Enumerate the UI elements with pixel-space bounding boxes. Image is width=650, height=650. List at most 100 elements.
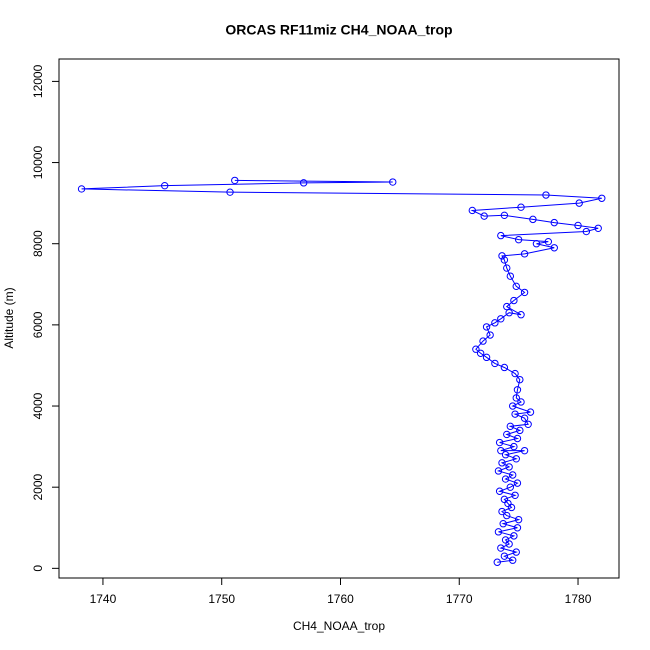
data-point (505, 463, 513, 471)
data-point (510, 532, 518, 540)
data-point (509, 402, 517, 410)
data-point (511, 410, 519, 418)
y-tick-label: 12000 (31, 64, 45, 98)
x-tick-label: 1760 (327, 592, 354, 606)
data-point (498, 507, 506, 516)
data-point (491, 319, 499, 327)
data-point (510, 442, 518, 451)
data-point (532, 240, 541, 248)
data-point (506, 422, 515, 431)
data-point (494, 467, 503, 475)
data-point (499, 520, 507, 528)
data-point (514, 235, 523, 244)
data-point (509, 471, 517, 479)
data-point (505, 308, 513, 317)
y-axis-label: Altitude (m) (2, 287, 16, 348)
data-point (500, 552, 509, 560)
data-point (226, 188, 234, 196)
data-point (498, 459, 506, 467)
y-tick-label: 8000 (31, 230, 45, 257)
data-point (513, 386, 522, 394)
data-point (482, 353, 491, 362)
data-point (582, 227, 591, 236)
data-point (517, 398, 525, 406)
x-tick-label: 1770 (446, 592, 473, 606)
data-point (497, 544, 505, 552)
data-point (542, 191, 550, 199)
data-point (517, 203, 525, 211)
data-point (500, 363, 509, 372)
chart-title: ORCAS RF11miz CH4_NOAA_trop (225, 22, 452, 38)
x-tick-label: 1750 (208, 592, 235, 606)
data-point (513, 434, 522, 443)
data-point (503, 430, 511, 439)
data-point (513, 524, 522, 532)
data-point (500, 495, 509, 504)
data-point (479, 337, 487, 345)
data-point (503, 302, 511, 311)
data-point (517, 311, 525, 319)
data-point (500, 256, 509, 264)
data-point (472, 345, 480, 353)
data-line (81, 179, 602, 563)
data-point (550, 244, 558, 252)
data-point (512, 455, 520, 463)
data-point (501, 475, 510, 483)
data-point (511, 491, 519, 500)
data-point (501, 451, 510, 459)
data-point (575, 199, 583, 207)
data-point (520, 288, 529, 297)
data-point (493, 558, 501, 566)
data-point (503, 511, 511, 520)
data-point (598, 194, 606, 202)
plot-frame (58, 58, 620, 579)
y-tick-label: 10000 (31, 146, 45, 180)
data-point (520, 446, 529, 455)
data-point (482, 323, 491, 331)
x-tick-label: 1740 (90, 592, 117, 606)
data-point (544, 237, 553, 246)
y-tick-label: 2000 (31, 474, 45, 501)
x-tick-label: 1780 (565, 592, 592, 606)
data-point (520, 250, 529, 258)
data-point (501, 536, 510, 544)
data-point (468, 206, 477, 215)
data-point (480, 212, 488, 220)
data-point (161, 181, 169, 190)
data-point (491, 359, 499, 368)
data-point (574, 221, 582, 230)
data-point (513, 479, 522, 487)
data-point (511, 369, 519, 378)
data-point (495, 438, 504, 447)
data-point (498, 252, 506, 260)
data-point (524, 420, 532, 428)
data-point (497, 446, 505, 455)
data-point (529, 215, 537, 224)
data-point (526, 408, 535, 416)
y-tick-label: 6000 (31, 311, 45, 338)
data-point (594, 224, 602, 232)
y-tick-label: 4000 (31, 392, 45, 419)
data-point (495, 487, 504, 495)
data-point (520, 414, 529, 422)
data-point (494, 528, 503, 536)
data-point (77, 185, 86, 193)
data-point (516, 426, 524, 435)
data-point (506, 272, 515, 280)
data-point (231, 176, 239, 185)
x-axis-label: CH4_NOAA_trop (293, 619, 385, 633)
data-point (500, 211, 509, 220)
data-point (299, 179, 308, 187)
data-point (389, 178, 397, 186)
data-point (514, 515, 523, 524)
data-point (506, 483, 515, 491)
data-point (512, 282, 520, 291)
data-point (510, 296, 518, 305)
data-point (509, 556, 517, 564)
data-point (503, 264, 511, 272)
data-point (476, 349, 485, 357)
data-point (550, 218, 558, 227)
data-point (512, 394, 520, 402)
